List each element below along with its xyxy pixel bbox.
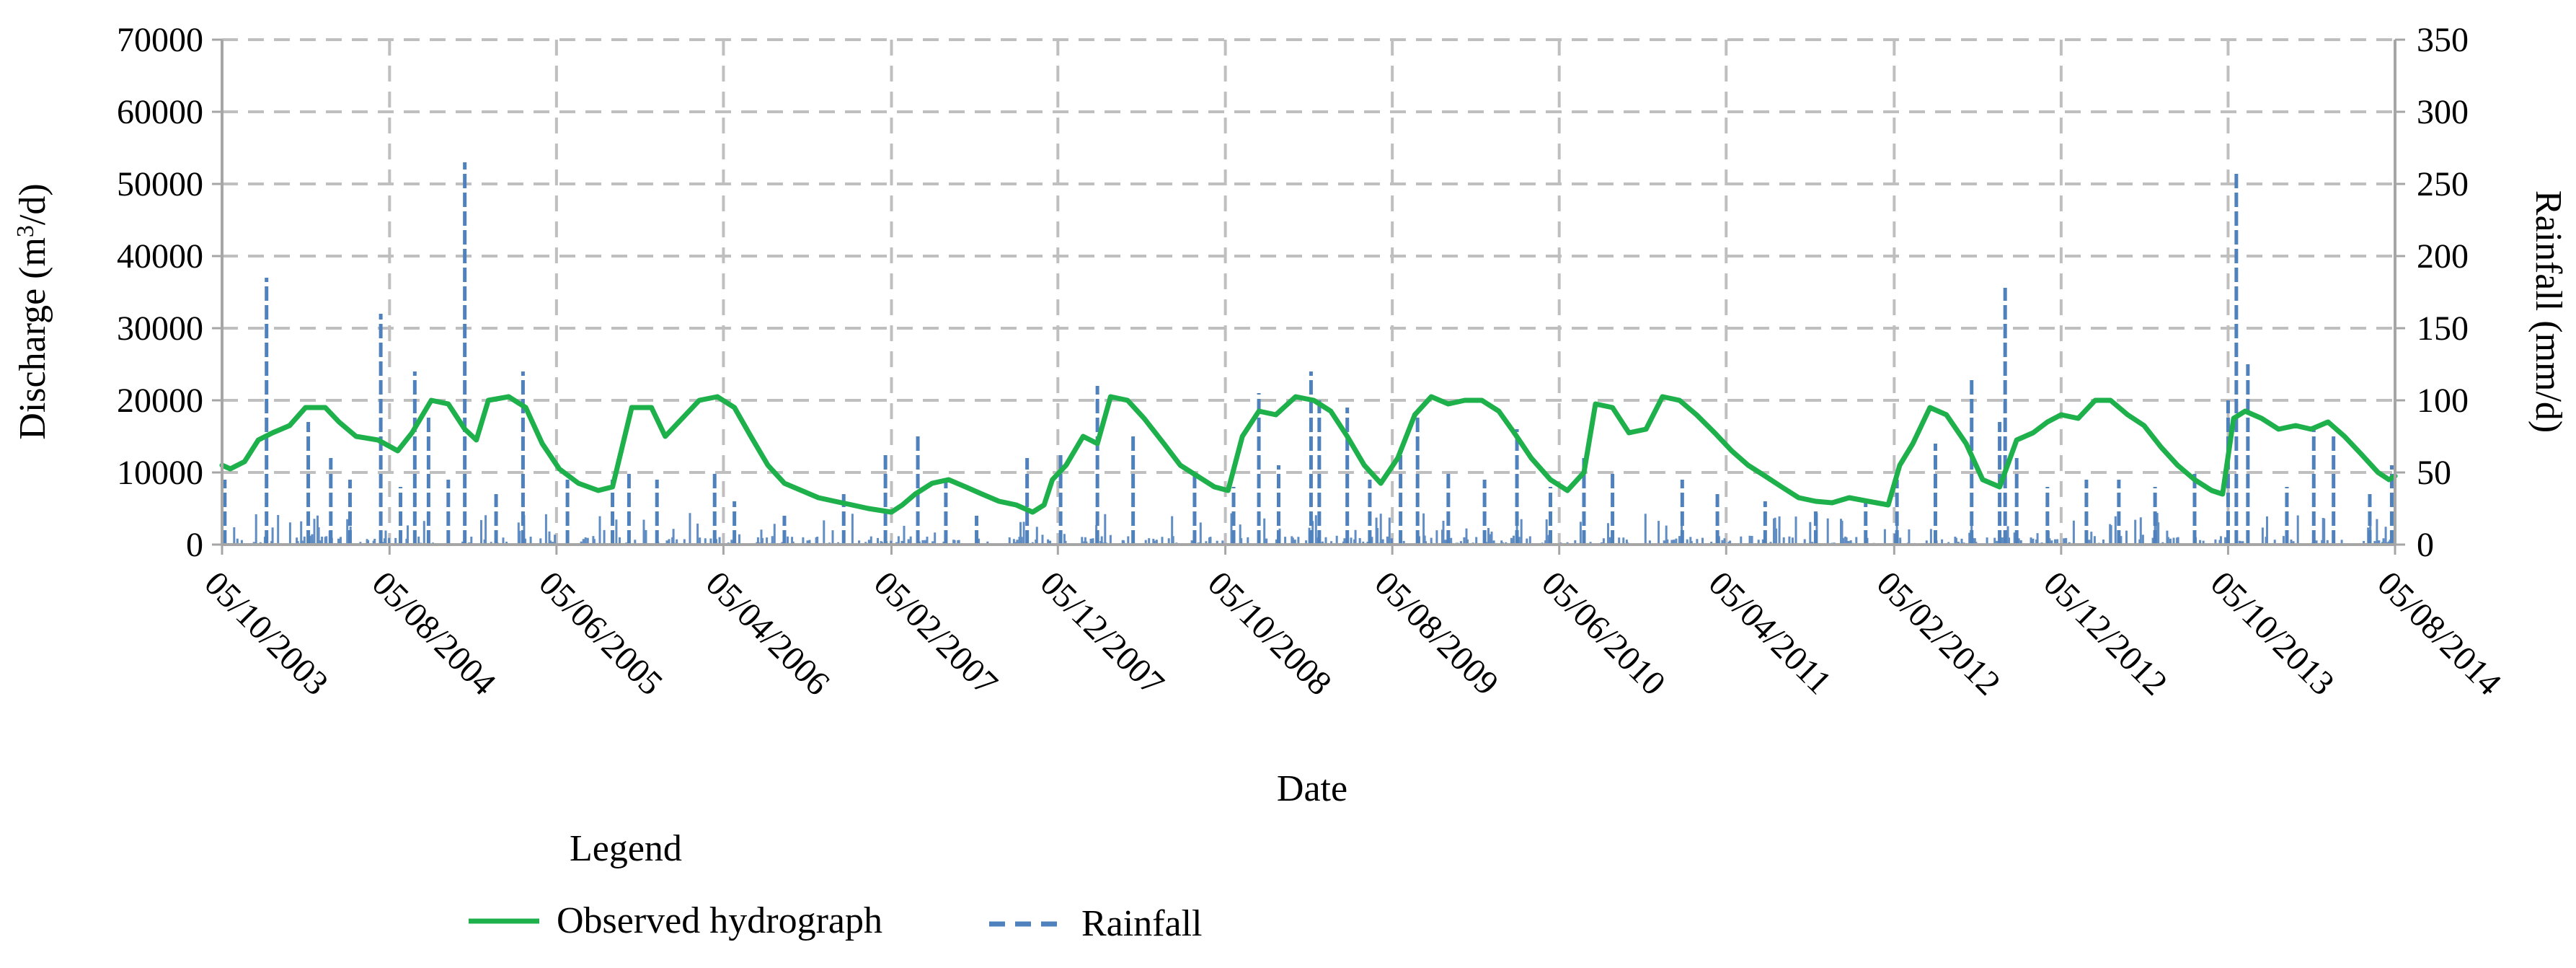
x-tick-label: 05/10/2008 [1200, 564, 1339, 703]
y-left-tick-label: 50000 [117, 165, 203, 203]
x-tick-label: 05/12/2007 [1033, 564, 1172, 703]
legend-title: Legend [570, 828, 682, 869]
y-axis-left-title: Discharge (m3/d) [12, 183, 53, 439]
y-left-tick-label: 40000 [117, 237, 203, 276]
axes [212, 38, 2405, 555]
legend-hydrograph-label: Observed hydrograph [557, 900, 882, 941]
hydrograph-line [219, 394, 2398, 515]
y-axis-left-title-superscript: 3 [12, 225, 39, 237]
y-left-tick-label: 60000 [117, 93, 203, 131]
x-tick-label: 05/12/2012 [2036, 564, 2174, 703]
y-left-tick-label: 20000 [117, 382, 203, 420]
rainfall-series [221, 162, 2394, 545]
y-right-tick-label: 200 [2417, 237, 2469, 276]
grid-layer [221, 38, 2396, 545]
y-left-tick-label: 30000 [117, 309, 203, 348]
x-tick-label: 05/02/2012 [1869, 564, 2008, 703]
y-axis-left-title-tail: /d) [12, 183, 53, 225]
y-axis-right-title: Rainfall (mm/d) [2528, 190, 2569, 433]
y-right-tick-label: 0 [2417, 526, 2434, 564]
x-tick-label: 05/10/2003 [197, 564, 335, 703]
x-tick-label: 05/10/2013 [2203, 564, 2342, 703]
x-tick-label: 05/02/2007 [867, 564, 1005, 703]
x-tick-label: 05/06/2005 [531, 564, 670, 703]
legend: Observed hydrograph Rainfall [469, 900, 1203, 944]
y-right-tick-label: 50 [2417, 454, 2451, 492]
x-tick-label: 05/06/2010 [1534, 564, 1673, 703]
x-tick-label: 05/08/2014 [2370, 564, 2508, 703]
y-right-tick-label: 300 [2417, 93, 2469, 131]
hydrograph-series [219, 394, 2398, 515]
tick-labels: 0 0 10000 50 20000 100 30000 150 40000 200 50000 25… [117, 21, 2508, 703]
y-left-tick-label: 0 [186, 526, 203, 564]
y-right-tick-label: 100 [2417, 382, 2469, 420]
x-tick-label: 05/04/2006 [699, 564, 837, 703]
y-left-tick-label: 10000 [117, 454, 203, 492]
y-right-tick-label: 250 [2417, 165, 2469, 203]
legend-rainfall-label: Rainfall [1081, 903, 1203, 944]
x-tick-label: 05/08/2004 [365, 564, 503, 703]
y-left-tick-label: 70000 [117, 21, 203, 59]
y-right-tick-label: 350 [2417, 21, 2469, 59]
x-tick-label: 05/08/2009 [1368, 564, 1506, 703]
rainfall-background [221, 513, 2394, 545]
x-axis-title: Date [1277, 768, 1347, 809]
y-right-tick-label: 150 [2417, 309, 2469, 348]
x-tick-label: 05/04/2011 [1701, 564, 1839, 702]
